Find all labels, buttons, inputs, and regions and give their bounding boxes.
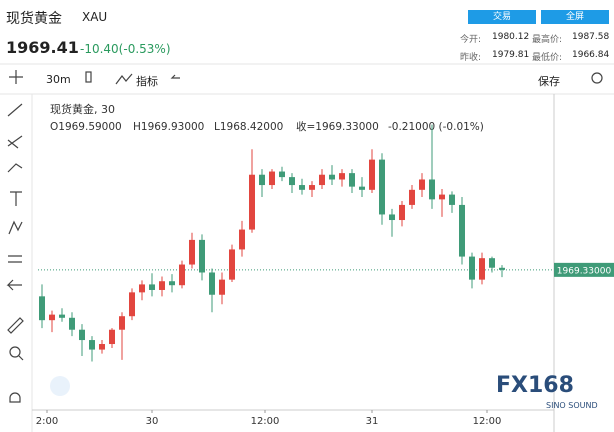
candle-body [119, 316, 125, 330]
x-tick-label: 30 [146, 416, 159, 427]
candle-body [459, 204, 465, 257]
trade-button[interactable]: 交易 [468, 10, 536, 24]
candle-body [169, 281, 175, 286]
candle-body [429, 179, 435, 200]
tool-icons[interactable] [6, 70, 603, 403]
candle-body [379, 159, 385, 215]
candle-body [79, 329, 85, 341]
change: -10.40(-0.53%) [80, 42, 171, 56]
candle-body [439, 194, 445, 200]
candle-body [149, 284, 155, 290]
candle-body [49, 314, 55, 321]
symbol-code: XAU [82, 10, 108, 24]
candle-body [269, 171, 275, 186]
candle-body [399, 204, 405, 221]
candle-body [189, 239, 195, 265]
candle-body [419, 179, 425, 190]
last-price-label: 1969.33000 [557, 266, 612, 276]
candle-body [349, 173, 355, 187]
last-price-box [554, 262, 614, 277]
candle-body [339, 173, 345, 180]
stat-label: 最高价: [532, 35, 563, 45]
candle-body [139, 284, 145, 293]
candle-body [59, 314, 65, 318]
candle-body [289, 177, 295, 186]
candle-body [309, 185, 315, 190]
stat-value: 1980.12 [492, 32, 530, 42]
candle-body [209, 272, 215, 295]
candle-body [159, 281, 165, 290]
legend-close: 收=1969.33000 [296, 120, 379, 133]
candle-body [489, 258, 495, 268]
legend-low: L1968.42000 [214, 121, 283, 133]
candle-body [369, 159, 375, 190]
candle-body [469, 256, 475, 280]
legend-title: 现货黄金, 30 [50, 102, 115, 116]
legend-change: -0.21000 (-0.01%) [388, 121, 484, 133]
logo[interactable] [50, 376, 70, 396]
candle-body [319, 174, 325, 186]
candle-body [69, 317, 75, 330]
candle-body [39, 296, 45, 321]
interval[interactable]: 30m [46, 73, 71, 86]
candle-body [449, 194, 455, 205]
candle-body [389, 214, 395, 221]
candle-body [99, 344, 105, 350]
stat-value: 1979.81 [492, 50, 530, 60]
symbol-name: 现货黄金 [6, 11, 62, 27]
candle-body [229, 249, 235, 280]
candle-body [279, 171, 285, 178]
candle-body [479, 258, 485, 280]
x-tick-label: 31 [366, 416, 379, 427]
x-tick-label: 12:00 [473, 416, 502, 427]
candle-body [239, 229, 245, 250]
stat-label: 今开: [460, 35, 482, 45]
watermark-sub: SINO SOUND [546, 401, 598, 410]
candle-body [199, 239, 205, 273]
candle-body [219, 279, 225, 295]
candle-body [249, 174, 255, 230]
fullscreen-button[interactable]: 全屏 [541, 10, 609, 24]
candle-body [409, 189, 415, 205]
candle-body [499, 267, 505, 270]
candle-body [259, 174, 265, 186]
stat-label: 昨收: [460, 53, 482, 63]
watermark-brand: FX168 [496, 373, 574, 398]
legend-high: H1969.93000 [133, 121, 204, 133]
legend-open: O1969.59000 [50, 121, 122, 133]
stat-label: 最低价: [532, 53, 563, 63]
save[interactable]: 保存 [538, 75, 560, 88]
candle-body [179, 264, 185, 286]
x-tick-label: 2:00 [36, 416, 58, 427]
price: 1969.41 [6, 38, 79, 57]
candle-body [299, 185, 305, 190]
stat-value: 1987.58 [572, 32, 610, 42]
candle-body [109, 329, 115, 345]
candle-body [129, 292, 135, 317]
stat-value: 1966.84 [572, 50, 610, 60]
candle-body [359, 186, 365, 190]
x-tick-label: 12:00 [251, 416, 280, 427]
candle-body [89, 340, 95, 350]
indicators[interactable]: 指标 [136, 75, 158, 88]
candle-body [329, 174, 335, 180]
